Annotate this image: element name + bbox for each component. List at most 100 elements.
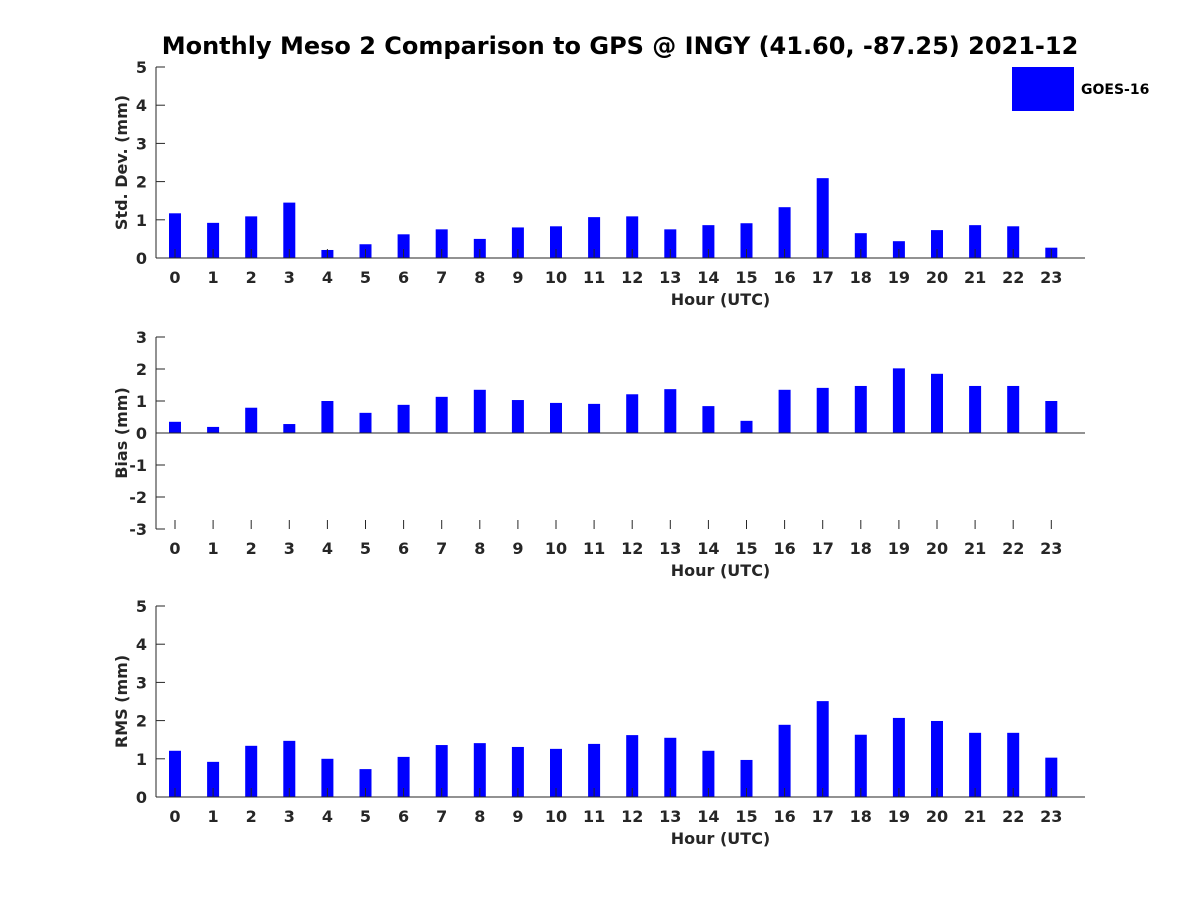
y-tick-label: 1 — [136, 392, 147, 411]
bar-hour-14 — [702, 406, 715, 433]
chart-title: Monthly Meso 2 Comparison to GPS @ INGY … — [162, 32, 1079, 60]
x-tick-label: 17 — [812, 807, 834, 826]
x-tick-label: 0 — [169, 539, 180, 558]
y-tick-label: 2 — [136, 712, 147, 731]
bar-hour-9 — [511, 746, 524, 797]
x-tick-label: 14 — [697, 268, 719, 287]
y-tick-label: 4 — [136, 635, 147, 654]
bar-hour-3 — [283, 740, 296, 797]
x-tick-label: 19 — [888, 807, 910, 826]
bar-hour-23 — [1045, 757, 1058, 797]
bar-hour-12 — [626, 394, 639, 433]
x-tick-label: 2 — [246, 807, 257, 826]
bar-hour-18 — [854, 385, 867, 433]
bar-hour-0 — [169, 421, 181, 433]
y-tick-label: 2 — [136, 360, 147, 379]
x-tick-label: 18 — [850, 807, 872, 826]
bar-hour-9 — [511, 400, 524, 433]
x-tick-label: 16 — [773, 539, 795, 558]
bar-hour-9 — [511, 227, 524, 258]
x-tick-label: 11 — [583, 807, 605, 826]
x-tick-label: 23 — [1040, 807, 1062, 826]
y-tick-label: 1 — [136, 211, 147, 230]
bar-hour-3 — [283, 202, 296, 258]
bar-hour-3 — [283, 424, 296, 433]
bar-hour-6 — [397, 234, 410, 258]
x-tick-label: 20 — [926, 539, 948, 558]
x-tick-label: 0 — [169, 807, 180, 826]
y-tick-label: 3 — [136, 328, 147, 347]
x-tick-label: 9 — [512, 268, 523, 287]
x-tick-label: 14 — [697, 539, 719, 558]
bar-hour-8 — [473, 238, 486, 258]
bar-hour-7 — [435, 229, 448, 258]
bar-hour-8 — [473, 743, 486, 797]
x-tick-label: 19 — [888, 268, 910, 287]
bar-hour-6 — [397, 404, 410, 433]
bar-hour-17 — [816, 701, 829, 797]
x-tick-label: 7 — [436, 539, 447, 558]
y-tick-label: -1 — [129, 456, 147, 475]
bar-hour-23 — [1045, 401, 1058, 433]
bar-hour-16 — [778, 389, 791, 433]
x-tick-label: 7 — [436, 807, 447, 826]
bar-hour-4 — [321, 758, 334, 797]
x-tick-label: 14 — [697, 807, 719, 826]
bar-hour-12 — [626, 735, 639, 797]
y-tick-label: 5 — [136, 58, 147, 77]
x-tick-label: 13 — [659, 268, 681, 287]
bar-hour-18 — [854, 734, 867, 797]
x-tick-label: 18 — [850, 268, 872, 287]
bar-hour-15 — [740, 223, 753, 258]
x-axis-label: Hour (UTC) — [671, 290, 771, 309]
x-tick-label: 17 — [812, 539, 834, 558]
y-tick-label: 0 — [136, 788, 147, 807]
bar-hour-5 — [359, 769, 372, 797]
y-tick-label: 0 — [136, 249, 147, 268]
x-tick-label: 0 — [169, 268, 180, 287]
x-tick-label: 21 — [964, 268, 986, 287]
bar-hour-8 — [473, 389, 486, 433]
x-tick-label: 16 — [773, 268, 795, 287]
bar-hour-5 — [359, 412, 372, 433]
bar-hour-11 — [588, 743, 601, 797]
bar-hour-17 — [816, 387, 829, 433]
bar-hour-0 — [169, 750, 181, 797]
x-tick-label: 22 — [1002, 268, 1024, 287]
panel-3: 0 1 2 3 4 5 6 7 8 9 10 11 12 13 14 15 16 17 18 19 20 21 22 2301… — [112, 597, 1085, 848]
y-tick-label: 0 — [136, 424, 147, 443]
bar-hour-1 — [207, 426, 220, 433]
x-tick-label: 21 — [964, 539, 986, 558]
x-tick-label: 4 — [322, 539, 333, 558]
bar-hour-0 — [169, 213, 181, 258]
bar-hour-10 — [550, 402, 562, 433]
x-tick-label: 12 — [621, 268, 643, 287]
panels: 0 1 2 3 4 5 6 7 8 9 10 11 12 13 14 15 16 17 18 19 20 21 22 2301… — [112, 58, 1085, 848]
x-tick-label: 21 — [964, 807, 986, 826]
x-tick-label: 10 — [545, 268, 567, 287]
bar-hour-15 — [740, 759, 753, 797]
x-tick-label: 22 — [1002, 807, 1024, 826]
x-tick-label: 23 — [1040, 539, 1062, 558]
x-tick-label: 1 — [208, 807, 219, 826]
bar-hour-16 — [778, 207, 791, 258]
y-axis-label: RMS (mm) — [112, 655, 131, 748]
bar-hour-21 — [969, 732, 982, 797]
legend: GOES-16 — [1012, 67, 1149, 111]
x-tick-label: 9 — [512, 539, 523, 558]
bar-hour-17 — [816, 178, 829, 258]
bar-hour-13 — [664, 229, 677, 258]
x-tick-label: 3 — [284, 807, 295, 826]
x-tick-label: 7 — [436, 268, 447, 287]
x-tick-label: 8 — [474, 539, 485, 558]
y-tick-label: 3 — [136, 134, 147, 153]
bar-hour-22 — [1007, 226, 1020, 258]
bar-hour-14 — [702, 750, 715, 797]
bar-hour-4 — [321, 401, 334, 433]
x-tick-label: 23 — [1040, 268, 1062, 287]
bar-hour-7 — [435, 396, 448, 433]
bar-hour-11 — [588, 217, 601, 258]
x-tick-label: 20 — [926, 807, 948, 826]
x-tick-label: 10 — [545, 539, 567, 558]
